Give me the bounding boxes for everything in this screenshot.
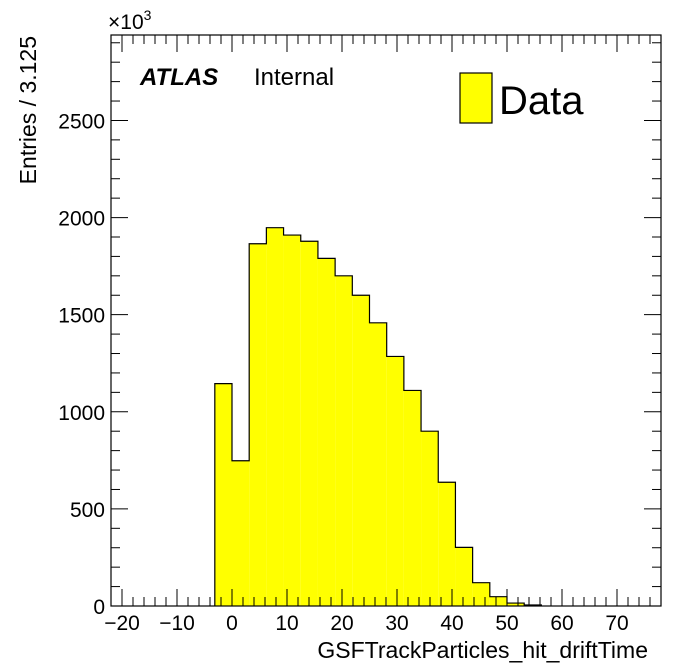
- x-tick-label: 40: [440, 612, 463, 635]
- x-tick-label: 20: [330, 612, 353, 635]
- histogram-bar: [489, 596, 507, 606]
- histogram-bar: [317, 258, 336, 606]
- histogram-bar: [266, 227, 284, 606]
- x-tick-label: 0: [226, 612, 238, 635]
- internal-label: Internal: [254, 64, 334, 91]
- histogram-bar: [249, 243, 267, 607]
- x-tick-label: 70: [605, 612, 628, 635]
- x-tick-label: 60: [550, 612, 573, 635]
- legend-swatch: [459, 72, 493, 124]
- x-tick-label: 10: [275, 612, 298, 635]
- histogram-bar: [352, 295, 370, 606]
- y-tick-label: 0: [93, 596, 105, 619]
- histogram-bar: [369, 322, 387, 606]
- x-tick-label: 50: [495, 612, 518, 635]
- histogram-outline: [214, 227, 542, 606]
- y-tick-label: 2500: [58, 110, 105, 133]
- histogram-bar: [455, 547, 473, 606]
- y-tick-label: 1000: [58, 402, 105, 425]
- x-tick-label: −10: [159, 612, 195, 635]
- y-tick-label: 1500: [58, 305, 105, 328]
- y-tick-label: 500: [70, 499, 105, 522]
- histogram-bar: [300, 241, 318, 606]
- histogram-bar: [335, 275, 353, 606]
- y-tick-label: 2000: [58, 208, 105, 231]
- x-tick-label: 30: [385, 612, 408, 635]
- atlas-label: ATLAS: [139, 64, 218, 91]
- axis-ticks: [111, 35, 661, 607]
- x-tick-labels: −20 −10 0 10 20 30 40 50 60 70: [104, 612, 628, 635]
- histogram-bar: [232, 460, 250, 606]
- x-tick-label: −20: [104, 612, 140, 635]
- legend-label: Data: [499, 79, 584, 123]
- histogram-bar: [421, 431, 439, 606]
- histogram-bar: [386, 356, 404, 606]
- histogram-bar: [403, 390, 422, 606]
- plot-frame: [110, 34, 662, 607]
- x-axis-title: GSFTrackParticles_hit_driftTime: [317, 637, 648, 663]
- histogram-bars: [214, 227, 542, 607]
- histogram-bar: [472, 582, 490, 606]
- y-axis-title: Entries / 3.125: [15, 36, 41, 184]
- y-scale-factor: ×103: [108, 7, 152, 34]
- histogram-bar: [283, 235, 301, 606]
- legend: Data: [459, 72, 584, 124]
- histogram-bar: [438, 482, 456, 606]
- y-tick-labels: 0 500 1000 1500 2000 2500: [58, 110, 105, 619]
- histogram-bar: [507, 603, 525, 606]
- histogram-bar: [214, 383, 232, 606]
